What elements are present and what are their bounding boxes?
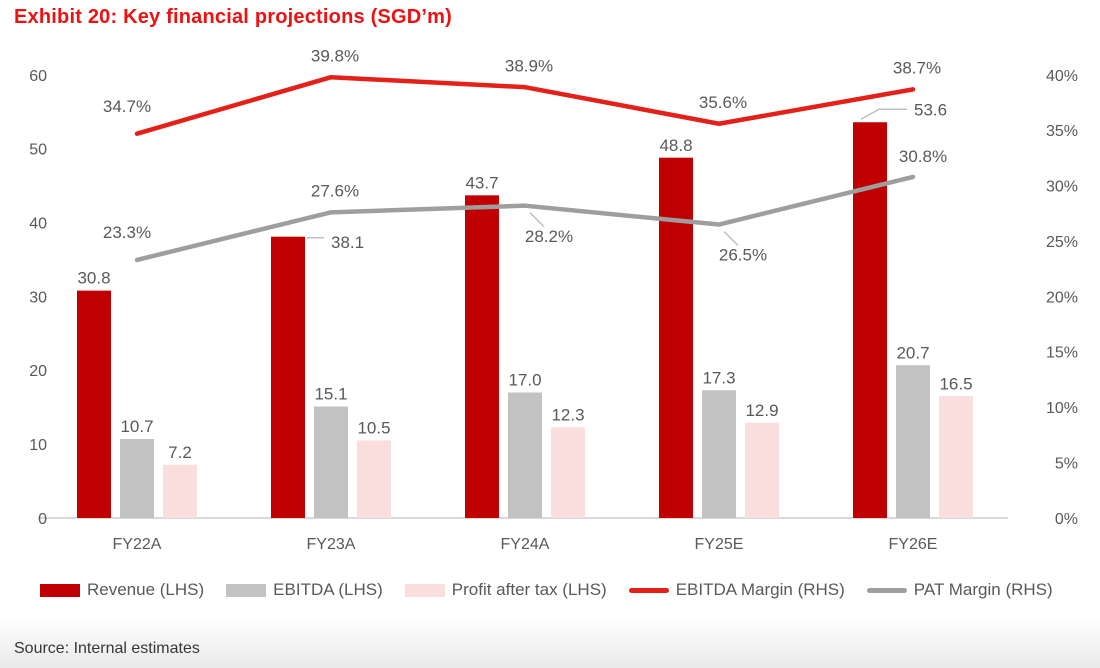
right-axis-tick: 10% [1046,400,1078,417]
left-axis-tick: 30 [29,289,47,306]
ebitda-margin-rhs-line [134,74,916,136]
legend-label: EBITDA Margin (RHS) [675,580,845,599]
category-label: FY26E [889,536,938,553]
profit-after-tax-lhs-label: 10.5 [357,419,390,438]
ebitda-lhs-label: 17.0 [508,371,541,390]
profit-after-tax-lhs-bar [357,440,391,518]
profit-after-tax-lhs-bar [745,422,779,518]
pat-margin-rhs-swatch [866,587,907,593]
category-label: FY25E [695,536,744,553]
ebitda-lhs-bar [896,365,930,518]
profit-after-tax-lhs-label: 7.2 [168,443,192,462]
legend-item-revenue-lhs: Revenue (LHS) [40,580,204,600]
right-axis-tick: 40% [1046,68,1078,85]
left-axis-tick: 10 [29,437,47,454]
revenue-lhs-label: 30.8 [77,269,110,288]
left-axis-tick: 60 [29,68,47,85]
left-axis-tick: 50 [29,142,47,159]
profit-after-tax-lhs-label: 16.5 [939,374,972,393]
revenue-lhs-bar [77,290,111,518]
pat-margin-rhs-line [134,174,916,263]
ebitda-margin-rhs-label: 35.6% [699,93,747,112]
legend-label: Profit after tax (LHS) [451,580,607,599]
right-axis-tick: 35% [1046,123,1078,140]
ebitda-lhs-bar [702,390,736,518]
right-axis-tick: 5% [1055,455,1078,472]
revenue-lhs-bar [465,195,499,518]
revenue-lhs-bar [659,157,693,518]
legend-label: EBITDA (LHS) [273,580,383,599]
ebitda-lhs-label: 17.3 [702,368,735,387]
chart-legend: Revenue (LHS) EBITDA (LHS) Profit after ta… [40,580,1080,600]
pat-margin-rhs-label: 30.8% [899,147,947,166]
profit-after-tax-lhs-bar [939,396,973,518]
legend-label: PAT Margin (RHS) [913,580,1053,599]
ebitda-margin-rhs-label: 34.7% [103,97,151,116]
source-note: Source: Internal estimates [14,640,200,657]
category-label: FY22A [113,536,162,553]
leader-line [860,108,907,120]
right-axis-tick: 0% [1055,511,1078,528]
legend-item-pat-margin-rhs: PAT Margin (RHS) [866,580,1053,600]
left-axis-tick: 20 [29,363,47,380]
left-axis-tick: 0 [38,511,47,528]
right-axis-tick: 15% [1046,345,1078,362]
pat-margin-rhs-label: 23.3% [103,223,151,242]
ebitda-lhs-label: 15.1 [314,385,347,404]
leader-line [529,212,545,228]
leader-line [723,230,739,247]
ebitda-lhs-label: 10.7 [120,417,153,436]
ebitda-lhs-bar [508,392,542,518]
ebitda-margin-rhs-swatch [628,587,669,593]
pat-margin-rhs-label: 28.2% [525,227,573,246]
financial-projections-chart: 0 10 20 30 40 50 60 0% 5% 10% 15% 20% 25% 30% 35% 40% FY… [29,46,1078,553]
ebitda-lhs-bar [314,406,348,518]
category-label: FY23A [307,536,356,553]
ebitda-lhs-swatch [226,583,267,597]
ebitda-margin-rhs-label: 38.7% [893,59,941,78]
revenue-lhs-label: 48.8 [659,136,692,155]
legend-label: Revenue (LHS) [87,580,205,599]
right-axis-tick: 25% [1046,234,1078,251]
profit-after-tax-lhs-bar [163,464,197,518]
right-axis-tick: 20% [1046,289,1078,306]
revenue-lhs-bar [271,236,305,518]
ebitda-lhs-label: 20.7 [896,343,929,362]
revenue-lhs-label: 38.1 [331,233,364,252]
profit-after-tax-lhs-label: 12.3 [551,405,584,424]
profit-after-tax-lhs-label: 12.9 [745,401,778,420]
revenue-lhs-label: 43.7 [465,173,498,192]
ebitda-margin-rhs-label: 39.8% [311,46,359,65]
revenue-lhs-bar [853,122,887,519]
exhibit-title: Exhibit 20: Key financial projections (S… [14,6,452,28]
left-axis-tick: 40 [29,215,47,232]
pat-margin-rhs-label: 26.5% [719,246,767,265]
revenue-lhs-label: 53.6 [914,100,947,119]
category-label: FY24A [501,536,550,553]
legend-item-profit-after-tax-lhs: Profit after tax (LHS) [404,580,607,600]
pat-margin-rhs-label: 27.6% [311,181,359,200]
legend-item-ebitda-lhs: EBITDA (LHS) [226,580,383,600]
ebitda-lhs-bar [120,438,154,518]
right-axis-tick: 30% [1046,179,1078,196]
ebitda-margin-rhs-label: 38.9% [505,56,553,75]
profit-after-tax-lhs-swatch [404,583,445,597]
profit-after-tax-lhs-bar [551,427,585,518]
revenue-lhs-swatch [40,583,80,597]
legend-item-ebitda-margin-rhs: EBITDA Margin (RHS) [628,580,845,600]
